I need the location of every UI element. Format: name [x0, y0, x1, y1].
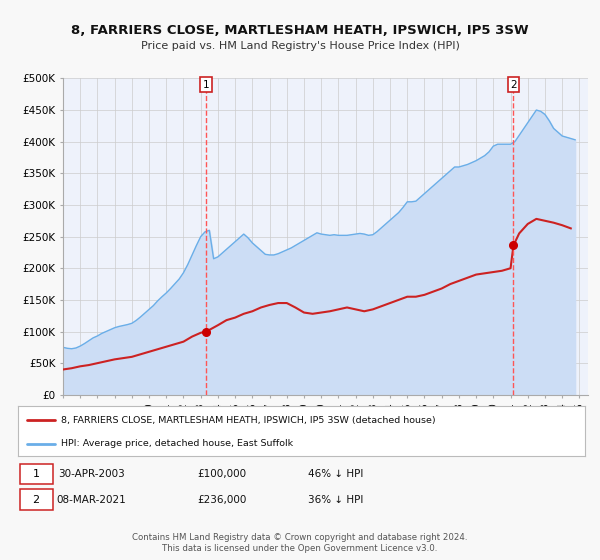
Text: 46% ↓ HPI: 46% ↓ HPI [308, 469, 363, 479]
Text: HPI: Average price, detached house, East Suffolk: HPI: Average price, detached house, East… [61, 439, 293, 449]
Text: Price paid vs. HM Land Registry's House Price Index (HPI): Price paid vs. HM Land Registry's House … [140, 41, 460, 51]
Text: 08-MAR-2021: 08-MAR-2021 [57, 494, 127, 505]
Text: 2: 2 [510, 80, 517, 90]
Text: 8, FARRIERS CLOSE, MARTLESHAM HEATH, IPSWICH, IP5 3SW: 8, FARRIERS CLOSE, MARTLESHAM HEATH, IPS… [71, 24, 529, 38]
Text: 36% ↓ HPI: 36% ↓ HPI [308, 494, 363, 505]
Text: 30-APR-2003: 30-APR-2003 [58, 469, 125, 479]
Text: 8, FARRIERS CLOSE, MARTLESHAM HEATH, IPSWICH, IP5 3SW (detached house): 8, FARRIERS CLOSE, MARTLESHAM HEATH, IPS… [61, 416, 435, 424]
Text: 1: 1 [203, 80, 209, 90]
FancyBboxPatch shape [20, 464, 53, 484]
Text: £100,000: £100,000 [197, 469, 247, 479]
Text: Contains HM Land Registry data © Crown copyright and database right 2024.
This d: Contains HM Land Registry data © Crown c… [132, 534, 468, 553]
Text: 2: 2 [32, 494, 40, 505]
Text: £236,000: £236,000 [197, 494, 247, 505]
Text: 1: 1 [32, 469, 40, 479]
FancyBboxPatch shape [20, 489, 53, 510]
